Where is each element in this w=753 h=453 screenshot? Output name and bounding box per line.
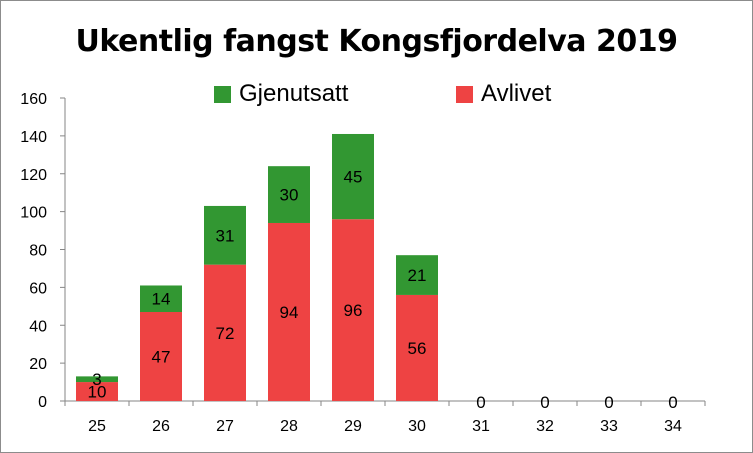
y-tick-label: 160: [20, 91, 47, 108]
data-label-33: 0: [604, 393, 613, 412]
x-tick-label-25: 25: [88, 418, 106, 435]
chart-title: Ukentlig fangst Kongsfjordelva 2019: [75, 24, 678, 59]
data-label-gjenutsatt-27: 31: [216, 226, 235, 245]
y-tick-label: 20: [29, 356, 47, 373]
bar-avlivet-26: [140, 311, 182, 401]
x-tick-label-31: 31: [472, 418, 490, 435]
bar-gjenutsatt-30: [396, 255, 438, 295]
bar-gjenutsatt-26: [140, 285, 182, 312]
legend-item-avlivet: Avlivet: [456, 80, 551, 108]
y-tick-label: 80: [29, 243, 47, 260]
x-tick-label-27: 27: [216, 418, 234, 435]
data-label-avlivet-25: 10: [88, 383, 107, 402]
y-tick-label: 0: [38, 394, 47, 411]
bar-gjenutsatt-28: [268, 166, 310, 223]
bar-gjenutsatt-29: [332, 133, 374, 220]
data-label-gjenutsatt-28: 30: [280, 186, 299, 205]
x-tick-label-34: 34: [664, 418, 682, 435]
data-label-avlivet-28: 94: [280, 303, 299, 322]
legend-label-avlivet: Avlivet: [481, 80, 552, 107]
x-tick-label-28: 28: [280, 418, 298, 435]
data-label-avlivet-29: 96: [344, 301, 363, 320]
data-label-gjenutsatt-29: 45: [344, 168, 363, 187]
data-label-31: 0: [476, 393, 485, 412]
x-tick-label-26: 26: [152, 418, 170, 435]
data-label-avlivet-30: 56: [408, 339, 427, 358]
bar-avlivet-27: [204, 264, 246, 401]
legend-item-gjenutsatt: Gjenutsatt: [214, 80, 348, 108]
data-label-gjenutsatt-30: 21: [408, 266, 427, 285]
legend-swatch-gjenutsatt: [214, 85, 231, 103]
y-tick-label: 40: [29, 318, 47, 335]
data-label-gjenutsatt-25: 3: [92, 370, 101, 389]
bar-gjenutsatt-27: [204, 205, 246, 265]
data-label-gjenutsatt-26: 14: [152, 290, 171, 309]
x-tick-label-29: 29: [344, 418, 362, 435]
data-label-32: 0: [540, 393, 549, 412]
legend-label-gjenutsatt: Gjenutsatt: [239, 80, 349, 107]
bar-avlivet-30: [396, 294, 438, 401]
y-tick-label: 120: [20, 167, 47, 184]
x-tick-label-32: 32: [536, 418, 554, 435]
data-label-34: 0: [668, 393, 677, 412]
bar-avlivet-28: [268, 222, 310, 401]
y-tick-label: 140: [20, 129, 47, 146]
y-tick-label: 60: [29, 280, 47, 297]
y-tick-label: 100: [20, 205, 47, 222]
x-tick-label-30: 30: [408, 418, 426, 435]
bar-avlivet-29: [332, 219, 374, 401]
data-label-avlivet-27: 72: [216, 324, 235, 343]
legend-swatch-avlivet: [456, 85, 473, 103]
bar-gjenutsatt-25: [76, 376, 118, 383]
bar-avlivet-25: [76, 382, 118, 401]
x-tick-label-33: 33: [600, 418, 618, 435]
data-label-avlivet-26: 47: [152, 347, 171, 366]
